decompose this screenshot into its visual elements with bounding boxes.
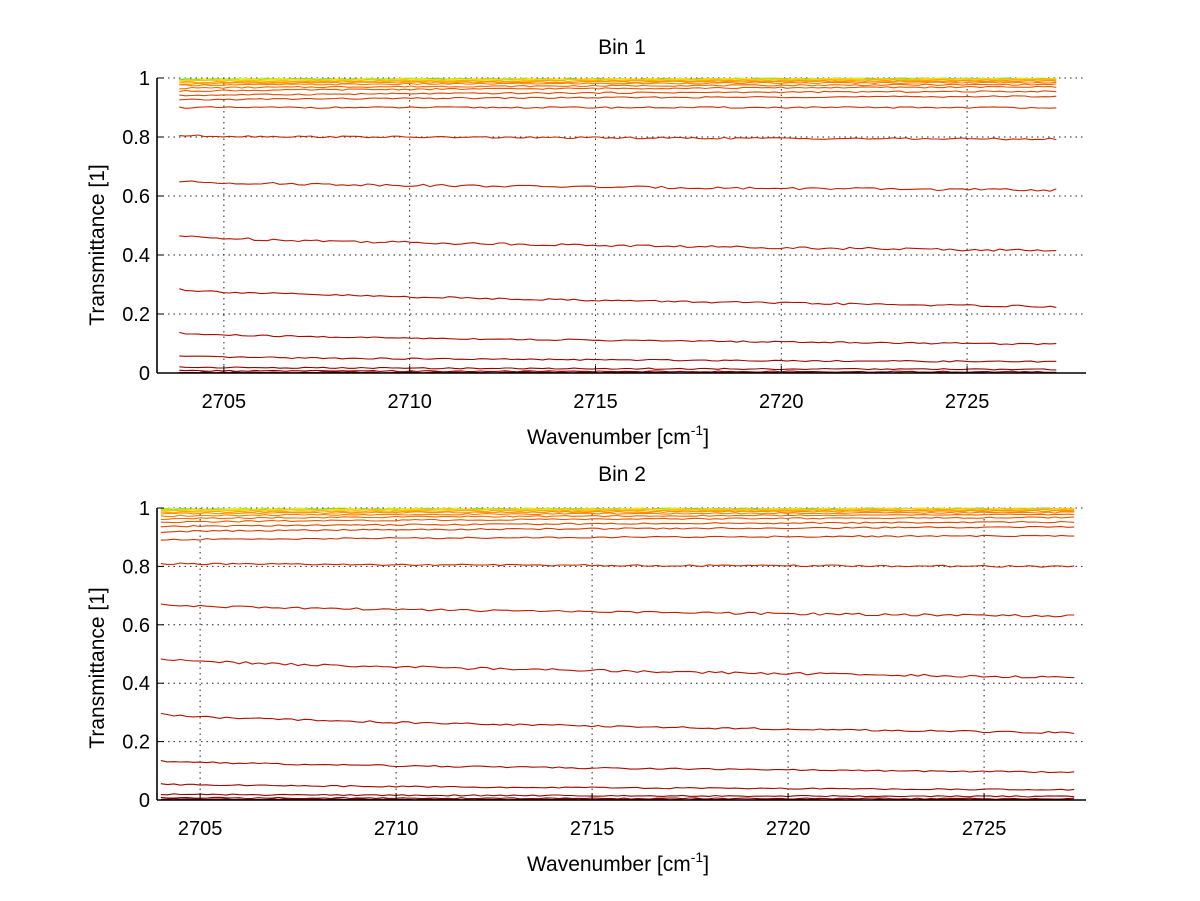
- y-tick-label: 0: [139, 790, 150, 812]
- x-tick-label: 2715: [573, 391, 618, 413]
- series-line: [160, 534, 1075, 541]
- series-line: [179, 80, 1057, 86]
- series-line: [160, 603, 1075, 618]
- series-line: [179, 106, 1057, 109]
- y-tick-label: 0.4: [122, 245, 150, 267]
- series-line: [160, 793, 1075, 798]
- series-line: [160, 520, 1075, 528]
- series-line: [179, 369, 1057, 373]
- x-axis-label-bin-2: Wavenumber [cm-1]: [527, 849, 709, 876]
- series-line: [179, 79, 1057, 84]
- series-line: [179, 95, 1057, 101]
- series-line: [160, 712, 1075, 735]
- series-line: [160, 796, 1075, 800]
- series-line: [179, 331, 1057, 346]
- y-tick-label: 0.8: [122, 127, 150, 149]
- series-line: [160, 508, 1075, 512]
- series-line: [179, 355, 1057, 363]
- series-line: [160, 783, 1075, 791]
- x-tick-label: 2715: [570, 818, 615, 840]
- x-tick-label: 2705: [178, 818, 223, 840]
- series-line: [160, 516, 1075, 524]
- series-line: [160, 562, 1075, 568]
- x-tick-label: 2710: [374, 818, 419, 840]
- series-line: [179, 90, 1057, 97]
- subplot-bin-1: 2705 2710 2715 2720 2725 0 0.2 0.4 0.6 0.8 1 Bin 1…: [86, 36, 1086, 449]
- series-group-bin-2: [160, 507, 1075, 801]
- x-tick-label: 2720: [759, 391, 804, 413]
- series-line: [160, 525, 1075, 533]
- y-tick-label: 1: [139, 498, 150, 520]
- y-tick-label: 0.2: [122, 732, 150, 754]
- x-tick-label: 2720: [766, 818, 811, 840]
- series-line: [179, 83, 1057, 90]
- series-line: [179, 288, 1057, 308]
- y-axis-label-bin-2: Transmittance [1]: [86, 587, 109, 748]
- x-tick-label: 2725: [962, 818, 1007, 840]
- y-tick-label: 0.2: [122, 304, 150, 326]
- series-line: [160, 658, 1075, 679]
- x-axis-label-bin-1: Wavenumber [cm-1]: [527, 422, 709, 449]
- series-line: [179, 85, 1057, 93]
- x-tick-label: 2725: [945, 391, 990, 413]
- subplot-bin-2: 2705 2710 2715 2720 2725 0 0.2 0.4 0.6 0.8 1 Bin 2…: [86, 463, 1086, 876]
- y-tick-label: 0.4: [122, 673, 150, 695]
- y-axis-label-bin-1: Transmittance [1]: [86, 164, 109, 325]
- series-line: [179, 81, 1057, 87]
- series-line: [160, 509, 1075, 514]
- series-group-bin-1: [179, 77, 1057, 374]
- series-line: [179, 180, 1057, 192]
- x-tick-label: 2705: [202, 391, 247, 413]
- series-line: [160, 760, 1075, 774]
- y-tick-label: 1: [139, 68, 150, 90]
- chart-title-bin-2: Bin 2: [598, 463, 646, 486]
- x-tick-label: 2710: [387, 391, 432, 413]
- y-tick-label: 0.8: [122, 556, 150, 578]
- series-line: [179, 134, 1057, 141]
- chart-title-bin-1: Bin 1: [598, 36, 646, 59]
- series-line: [179, 366, 1057, 371]
- series-line: [160, 509, 1075, 515]
- series-line: [160, 513, 1075, 520]
- series-line: [179, 235, 1057, 252]
- y-tick-label: 0: [139, 363, 150, 385]
- y-tick-label: 0.6: [122, 186, 150, 208]
- y-tick-label: 0.6: [122, 615, 150, 637]
- series-line: [160, 511, 1075, 518]
